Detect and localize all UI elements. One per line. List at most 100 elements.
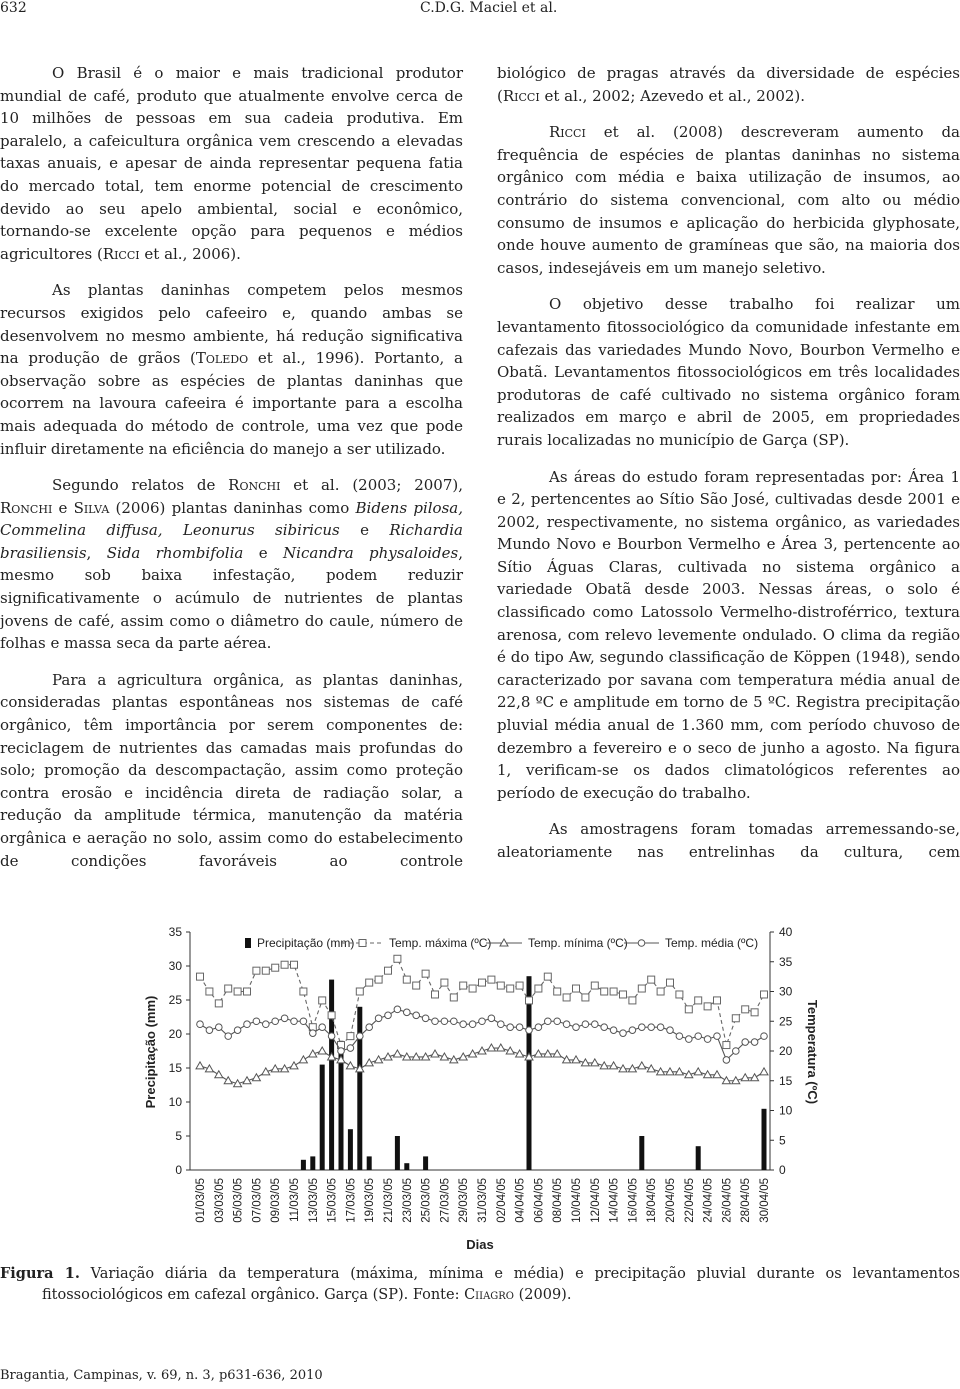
x-tick-label: 31/03/05 <box>477 1178 489 1223</box>
point <box>346 1044 355 1052</box>
point <box>702 1069 713 1079</box>
x-tick-label: 10/04/05 <box>571 1178 583 1223</box>
bar <box>338 1040 344 1170</box>
point <box>421 969 430 978</box>
point <box>374 975 383 984</box>
y2-tick-label: 20 <box>779 1044 793 1058</box>
point <box>327 1032 336 1040</box>
bar <box>310 1156 316 1170</box>
point <box>384 966 392 975</box>
point <box>411 1051 422 1061</box>
point <box>364 1057 375 1067</box>
point <box>581 993 590 1002</box>
point <box>638 1023 646 1031</box>
point <box>261 966 270 975</box>
point <box>740 1072 751 1082</box>
text-run: Para a agricultura orgânica, as plantas … <box>0 670 463 870</box>
text-run: et al., 2002; Azevedo et al., 2002). <box>539 86 806 105</box>
bar <box>639 1136 645 1170</box>
text-run: et al., 1996). Portanto, a observação so… <box>0 349 463 458</box>
paragraph: Segundo relatos de Ronchi et al. (2003; … <box>0 474 463 655</box>
paragraph: Para a agricultura orgânica, as plantas … <box>0 669 463 872</box>
point <box>430 1048 440 1058</box>
y2-tick-label: 10 <box>779 1104 793 1118</box>
bar <box>526 976 532 1170</box>
point <box>722 1056 731 1064</box>
legend-marker <box>499 937 509 947</box>
point <box>628 1026 637 1034</box>
point <box>515 1023 524 1031</box>
point <box>412 1011 421 1020</box>
styled-text: Bidens pilosa, Commelina diffusa, Leonur… <box>0 498 463 540</box>
legend-marker <box>358 939 367 947</box>
point <box>572 1023 580 1031</box>
x-tick-label: 24/04/05 <box>703 1178 715 1223</box>
point <box>609 1026 618 1034</box>
bar <box>366 1156 372 1170</box>
point <box>318 1023 327 1031</box>
styled-text: Richardia brasiliensis <box>0 521 463 562</box>
point <box>403 1008 411 1017</box>
point <box>506 984 515 993</box>
y-tick-label: 20 <box>169 1027 183 1041</box>
point <box>232 1078 243 1088</box>
bar <box>357 1006 363 1170</box>
point <box>298 1054 309 1064</box>
legend-label: Temp. máxima (ºC) <box>389 936 491 950</box>
styled-text: Nicandra physaloides <box>283 543 459 562</box>
point <box>571 1054 581 1064</box>
point <box>233 987 242 996</box>
bar <box>319 1064 325 1170</box>
point <box>600 1023 609 1031</box>
point <box>448 1054 459 1064</box>
point <box>280 1014 289 1023</box>
point <box>346 1032 355 1041</box>
paragraph: As plantas daninhas competem pelos mesmo… <box>0 279 463 460</box>
point <box>431 1017 439 1026</box>
x-tick-label: 19/03/05 <box>364 1178 376 1223</box>
point <box>666 1026 674 1034</box>
text-run: , mesmo sob baixa infestação, podem redu… <box>0 543 464 653</box>
bar <box>394 1136 400 1170</box>
point <box>393 954 402 963</box>
point <box>618 1063 628 1073</box>
text-run: Variação diária da temperatura (máxima, … <box>42 1266 960 1303</box>
point <box>749 1072 760 1082</box>
x-tick-label: 06/04/05 <box>533 1178 545 1223</box>
point <box>365 978 374 987</box>
point <box>647 1023 656 1031</box>
point <box>674 1066 685 1076</box>
point <box>223 1075 234 1085</box>
point <box>750 1008 759 1017</box>
point <box>243 987 251 996</box>
point <box>544 1017 552 1026</box>
x-axis-title: Dias <box>466 1237 493 1252</box>
point <box>402 975 411 984</box>
point <box>299 987 308 996</box>
x-tick-label: 16/04/05 <box>627 1178 639 1223</box>
y2-axis-title: Temperatura (ºC) <box>805 1000 820 1104</box>
text-run: et al. (2003; 2007), <box>280 476 463 495</box>
point <box>514 1048 525 1058</box>
point <box>533 1048 544 1058</box>
legend-marker <box>637 939 646 947</box>
styled-text: Ricci <box>549 123 586 142</box>
point <box>215 1023 223 1031</box>
styled-text: Figura 1. <box>0 1265 80 1282</box>
x-tick-label: 04/04/05 <box>515 1178 527 1223</box>
point <box>741 1005 750 1014</box>
x-tick-label: 09/03/05 <box>270 1178 282 1223</box>
bar <box>300 1159 306 1170</box>
y-tick-label: 35 <box>169 925 183 939</box>
point <box>666 978 674 987</box>
point <box>468 984 477 993</box>
point <box>506 1023 515 1031</box>
point <box>213 1069 224 1079</box>
x-tick-label: 12/04/05 <box>590 1178 602 1223</box>
x-tick-label: 25/03/05 <box>421 1178 433 1223</box>
point <box>345 1060 356 1070</box>
text-run: e <box>52 498 74 517</box>
text-run: As plantas daninhas competem pelos mesmo… <box>0 281 463 368</box>
point <box>731 1014 740 1023</box>
point <box>665 1066 675 1076</box>
